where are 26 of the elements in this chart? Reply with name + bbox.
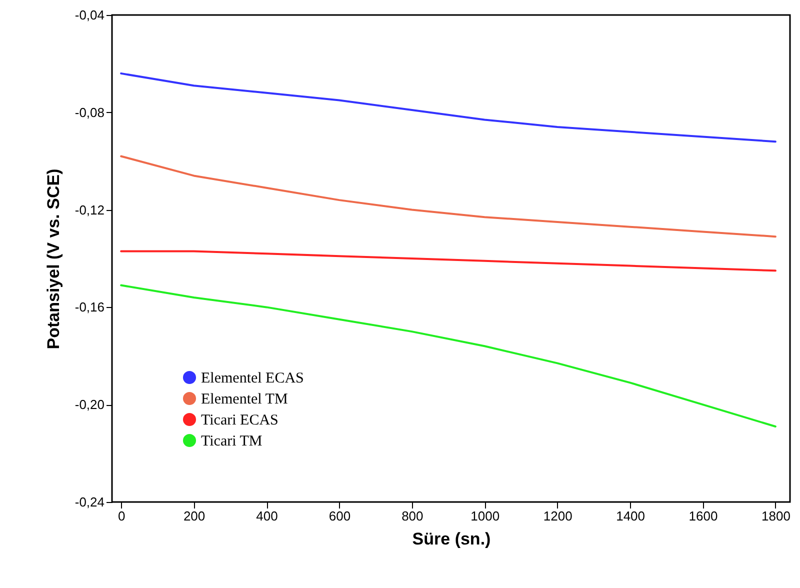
y-axis-title: Potansiyel (V vs. SCE) bbox=[44, 168, 63, 350]
line-series bbox=[120, 284, 776, 428]
x-tick-label: 0 bbox=[118, 508, 126, 524]
x-tick-label: 1400 bbox=[616, 508, 646, 524]
y-tick-label: -0,20 bbox=[74, 397, 104, 412]
x-tick-label: 1800 bbox=[761, 508, 790, 524]
x-tick-label: 1600 bbox=[688, 508, 718, 524]
x-tick-label: 1200 bbox=[543, 508, 572, 524]
y-tick-label: -0,08 bbox=[74, 104, 104, 120]
legend-label: Elementel TM bbox=[201, 392, 288, 408]
x-axis-title: Süre (sn.) bbox=[412, 530, 491, 548]
legend-label: Ticari TM bbox=[201, 434, 262, 450]
line-series bbox=[120, 72, 776, 143]
y-tick-label: -0,24 bbox=[74, 494, 104, 510]
x-tick-label: 1000 bbox=[470, 508, 500, 524]
line-series bbox=[120, 155, 776, 238]
x-tick-label: 800 bbox=[402, 508, 424, 524]
x-tick-label: 200 bbox=[183, 508, 206, 524]
line-series bbox=[120, 250, 776, 272]
y-tick-label: -0,12 bbox=[74, 202, 104, 218]
y-tick-label: -0,04 bbox=[74, 8, 104, 22]
y-tick-label: -0,16 bbox=[74, 300, 104, 315]
legend-label: Elementel ECAS bbox=[201, 370, 304, 386]
x-tick-label: 400 bbox=[256, 508, 278, 524]
x-tick-label: 600 bbox=[328, 508, 351, 524]
legend-label: Ticari ECAS bbox=[201, 412, 278, 428]
